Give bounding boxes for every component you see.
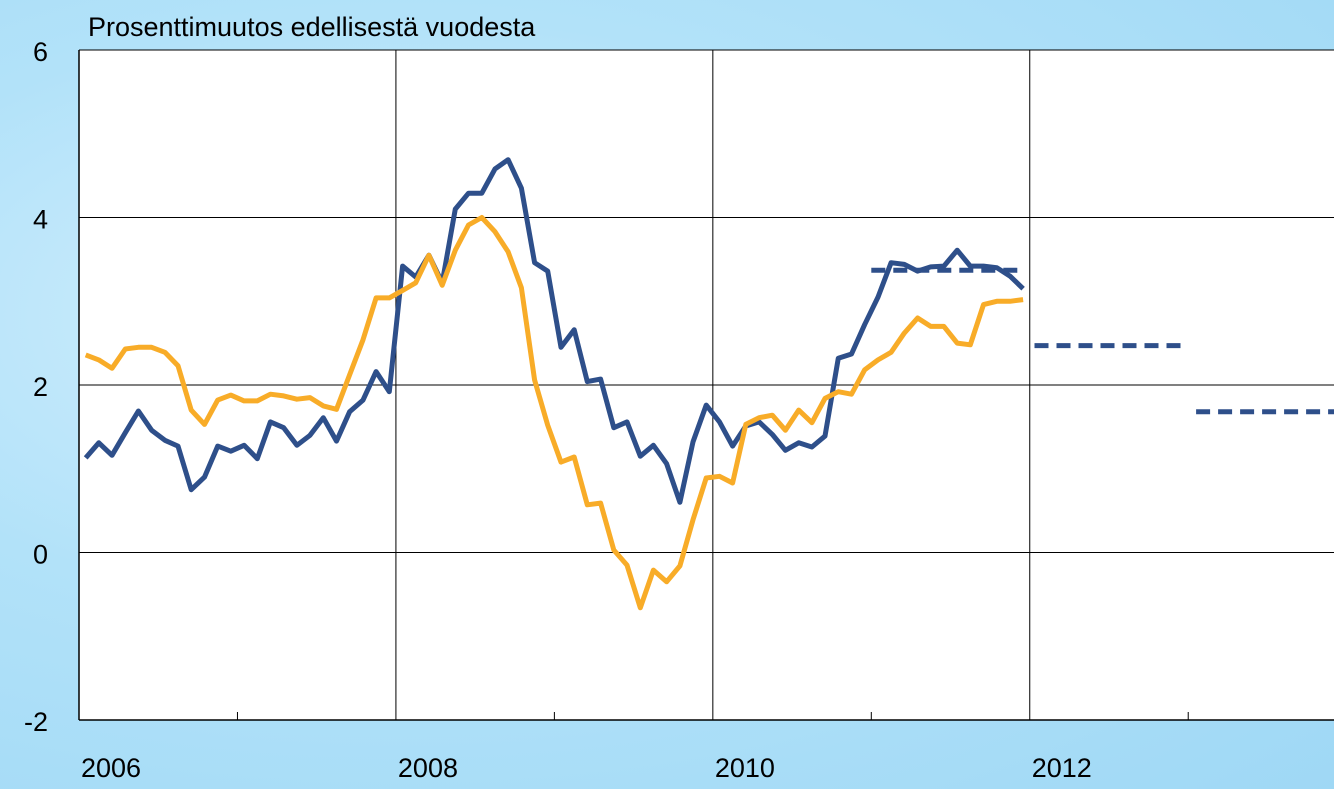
data-line	[84, 215, 1024, 611]
x-tick-label: 2008	[398, 753, 458, 783]
y-tick-label: 0	[33, 540, 48, 570]
data-line	[83, 157, 1025, 505]
x-tick-label: 2006	[81, 753, 141, 783]
x-tick-label: 2010	[715, 753, 775, 783]
y-tick-label: 4	[33, 205, 48, 235]
y-tick-label: -2	[24, 707, 48, 737]
x-tick-label: 2012	[1032, 753, 1092, 783]
y-tick-label: 6	[33, 37, 48, 67]
y-tick-label: 2	[33, 372, 48, 402]
chart-title: Prosenttimuutos edellisestä vuodesta	[88, 12, 536, 42]
